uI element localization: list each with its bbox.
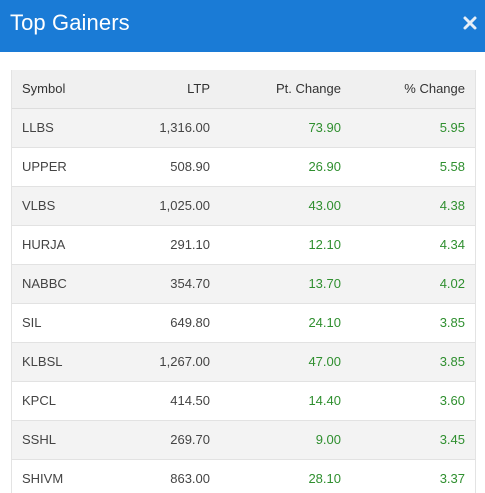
cell-pt-change: 12.10 xyxy=(308,237,341,252)
table-row[interactable]: HURJA 291.10 12.10 4.34 xyxy=(12,225,475,264)
table-row[interactable]: NABBC 354.70 13.70 4.02 xyxy=(12,264,475,303)
modal-title: Top Gainers xyxy=(10,10,130,35)
table-row[interactable]: LLBS 1,316.00 73.90 5.95 xyxy=(12,108,475,147)
cell-pct-change: 3.45 xyxy=(439,432,465,447)
column-header-pt-change[interactable]: Pt. Change xyxy=(220,70,351,109)
cell-ltp: 269.70 xyxy=(170,432,210,447)
table-row[interactable]: KPCL 414.50 14.40 3.60 xyxy=(12,381,475,420)
cell-symbol: SHIVM xyxy=(22,471,64,486)
cell-symbol: HURJA xyxy=(22,237,66,252)
table-row[interactable]: SHIVM 863.00 28.10 3.37 xyxy=(12,459,475,493)
table-row[interactable]: UPPER 508.90 26.90 5.58 xyxy=(12,147,475,186)
cell-pct-change: 4.38 xyxy=(439,198,465,213)
column-header-symbol[interactable]: Symbol xyxy=(12,70,122,109)
cell-symbol: NABBC xyxy=(22,276,67,291)
cell-ltp: 863.00 xyxy=(170,471,210,486)
cell-symbol: VLBS xyxy=(22,198,56,213)
cell-ltp: 291.10 xyxy=(170,237,210,252)
cell-symbol: KPCL xyxy=(22,393,56,408)
cell-ltp: 414.50 xyxy=(170,393,210,408)
cell-pct-change: 5.58 xyxy=(439,159,465,174)
cell-symbol: LLBS xyxy=(22,120,54,135)
gainers-table: Symbol LTP Pt. Change % Change LLBS 1,31… xyxy=(12,70,475,493)
cell-ltp: 354.70 xyxy=(170,276,210,291)
cell-pct-change: 4.34 xyxy=(439,237,465,252)
close-icon xyxy=(463,16,477,30)
cell-pct-change: 3.85 xyxy=(439,354,465,369)
cell-pt-change: 13.70 xyxy=(308,276,341,291)
cell-symbol: UPPER xyxy=(22,159,67,174)
cell-pct-change: 3.37 xyxy=(439,471,465,486)
cell-pct-change: 4.02 xyxy=(439,276,465,291)
table-row[interactable]: KLBSL 1,267.00 47.00 3.85 xyxy=(12,342,475,381)
cell-pt-change: 9.00 xyxy=(315,432,341,447)
cell-pt-change: 43.00 xyxy=(308,198,341,213)
cell-pt-change: 24.10 xyxy=(308,315,341,330)
cell-pct-change: 3.85 xyxy=(439,315,465,330)
table-row[interactable]: VLBS 1,025.00 43.00 4.38 xyxy=(12,186,475,225)
cell-pt-change: 26.90 xyxy=(308,159,341,174)
cell-pt-change: 73.90 xyxy=(308,120,341,135)
table-row[interactable]: SIL 649.80 24.10 3.85 xyxy=(12,303,475,342)
table-row[interactable]: SSHL 269.70 9.00 3.45 xyxy=(12,420,475,459)
column-header-pct-change[interactable]: % Change xyxy=(351,70,475,109)
cell-symbol: SSHL xyxy=(22,432,56,447)
cell-pct-change: 3.60 xyxy=(439,393,465,408)
cell-ltp: 1,316.00 xyxy=(159,120,210,135)
cell-ltp: 1,025.00 xyxy=(159,198,210,213)
cell-pct-change: 5.95 xyxy=(439,120,465,135)
cell-pt-change: 28.10 xyxy=(308,471,341,486)
table-header-row: Symbol LTP Pt. Change % Change xyxy=(12,70,475,109)
cell-ltp: 649.80 xyxy=(170,315,210,330)
column-header-ltp[interactable]: LTP xyxy=(122,70,220,109)
cell-pt-change: 47.00 xyxy=(308,354,341,369)
modal-header: Top Gainers xyxy=(0,0,485,52)
cell-symbol: SIL xyxy=(22,315,42,330)
cell-pt-change: 14.40 xyxy=(308,393,341,408)
cell-symbol: KLBSL xyxy=(22,354,63,369)
cell-ltp: 508.90 xyxy=(170,159,210,174)
close-button[interactable] xyxy=(461,14,479,32)
cell-ltp: 1,267.00 xyxy=(159,354,210,369)
gainers-table-container: Symbol LTP Pt. Change % Change LLBS 1,31… xyxy=(11,70,476,493)
